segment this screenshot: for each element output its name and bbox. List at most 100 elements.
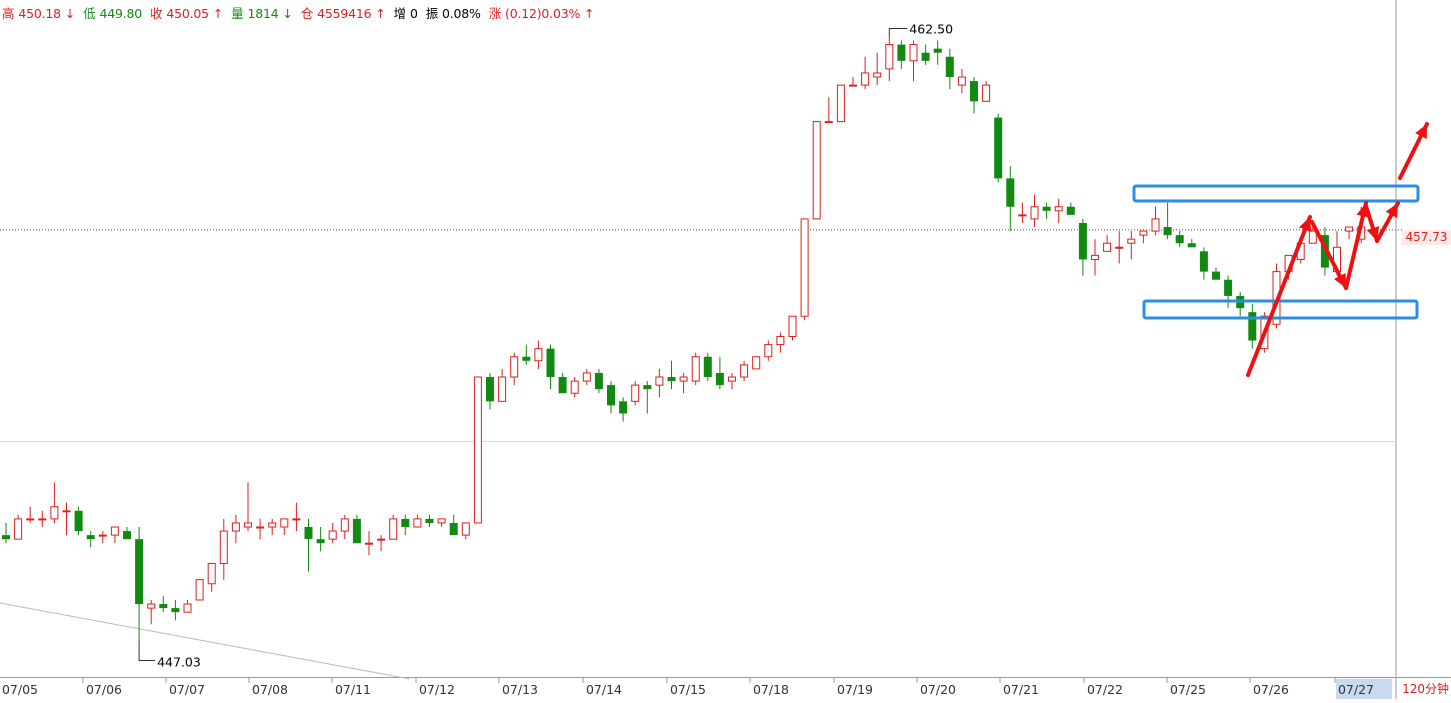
candle bbox=[1187, 239, 1196, 248]
candle-body bbox=[909, 44, 918, 62]
candle bbox=[1127, 231, 1136, 260]
candle-body bbox=[207, 562, 216, 585]
candle bbox=[510, 352, 519, 386]
candle bbox=[849, 77, 857, 87]
x-tick-label: 07/21 bbox=[1003, 682, 1039, 697]
candle-body bbox=[534, 348, 543, 362]
candle-body bbox=[280, 518, 289, 528]
candle bbox=[655, 368, 664, 398]
candle-body bbox=[1151, 218, 1160, 232]
candle-body bbox=[752, 356, 761, 370]
candle bbox=[728, 372, 736, 390]
candle-body bbox=[970, 81, 978, 102]
candle-body bbox=[159, 604, 168, 609]
candle-body bbox=[98, 534, 107, 537]
arrow-up-1 bbox=[1246, 215, 1312, 377]
candle bbox=[449, 514, 458, 536]
candle bbox=[268, 518, 277, 536]
candle-body bbox=[945, 56, 954, 78]
candle-body bbox=[171, 608, 180, 613]
high-readout: 高 450.18 ↓ bbox=[2, 6, 76, 21]
candle bbox=[1078, 218, 1087, 276]
candle bbox=[1139, 230, 1148, 244]
candle bbox=[957, 68, 966, 94]
x-tick-label: 07/14 bbox=[586, 682, 622, 697]
x-tick-highlight bbox=[1336, 679, 1392, 699]
candle-body bbox=[38, 518, 47, 521]
candle-body bbox=[498, 376, 507, 402]
candle bbox=[26, 506, 35, 523]
candle-body bbox=[26, 518, 35, 521]
arrow-up-2 bbox=[1344, 201, 1368, 290]
candle bbox=[558, 372, 567, 394]
candle-body bbox=[473, 376, 482, 524]
quote-header: 高 450.18 ↓ 低 449.80 收 450.05 ↑ 量 1814 ↓ 仓 4559416 ↑ 增 0… bbox=[2, 3, 602, 22]
x-tick-label: 07/27 bbox=[1338, 682, 1374, 697]
candle-body bbox=[715, 372, 724, 386]
high-leader bbox=[888, 27, 908, 37]
candle-body bbox=[244, 522, 252, 528]
candle bbox=[1151, 206, 1160, 236]
candle-body bbox=[679, 376, 688, 382]
candle-body bbox=[231, 522, 240, 532]
candle-body bbox=[619, 401, 628, 414]
candle bbox=[1248, 304, 1257, 349]
candle-body bbox=[1103, 242, 1112, 252]
candle-body bbox=[352, 518, 361, 544]
low-annotation: 447.03 bbox=[157, 655, 201, 670]
candle bbox=[62, 502, 71, 536]
candle-body bbox=[86, 535, 95, 540]
candle-body bbox=[74, 510, 83, 532]
candle bbox=[147, 599, 156, 625]
candle-body bbox=[1175, 235, 1184, 244]
candle-body bbox=[1066, 206, 1075, 215]
candle-body bbox=[135, 539, 144, 605]
candle bbox=[764, 340, 773, 361]
candle bbox=[1163, 202, 1172, 240]
candle-body bbox=[268, 522, 277, 528]
candle bbox=[110, 526, 119, 544]
candle-body bbox=[558, 377, 567, 394]
candle bbox=[498, 368, 507, 402]
x-tick-label: 07/20 bbox=[920, 682, 956, 697]
period-selector[interactable]: 120分钟 bbox=[1402, 682, 1449, 696]
candle bbox=[256, 518, 265, 540]
trend-line bbox=[0, 602, 411, 680]
candle bbox=[812, 121, 821, 220]
candle bbox=[994, 113, 1003, 183]
candle-body bbox=[861, 72, 870, 86]
candle bbox=[667, 360, 676, 390]
candle-body bbox=[2, 535, 10, 540]
candle-body bbox=[413, 518, 422, 528]
candle-body bbox=[437, 518, 446, 524]
candle bbox=[691, 352, 700, 386]
candle-body bbox=[1091, 254, 1099, 260]
candle bbox=[861, 56, 870, 90]
candle bbox=[219, 518, 228, 580]
candle bbox=[1054, 198, 1063, 223]
candle-body bbox=[14, 518, 23, 540]
candle bbox=[231, 514, 240, 544]
candle bbox=[1115, 231, 1124, 264]
candle bbox=[703, 352, 712, 382]
x-tick-label: 07/07 bbox=[169, 682, 205, 697]
candle bbox=[389, 514, 398, 540]
candle bbox=[1030, 194, 1039, 228]
candle bbox=[123, 527, 131, 540]
candle-body bbox=[389, 518, 398, 540]
candle-body bbox=[292, 518, 301, 521]
arrow-up-1-head bbox=[1298, 217, 1312, 232]
candle-body bbox=[401, 518, 410, 528]
candle-body bbox=[849, 84, 857, 87]
candle-body bbox=[776, 335, 785, 346]
candle bbox=[824, 97, 833, 124]
x-tick-label: 07/18 bbox=[753, 682, 789, 697]
high-annotation: 462.50 bbox=[909, 21, 953, 36]
candle bbox=[534, 340, 543, 369]
low-leader bbox=[138, 640, 156, 662]
candle-body bbox=[1163, 227, 1172, 236]
candle-body bbox=[123, 531, 131, 540]
candle bbox=[1103, 235, 1112, 252]
